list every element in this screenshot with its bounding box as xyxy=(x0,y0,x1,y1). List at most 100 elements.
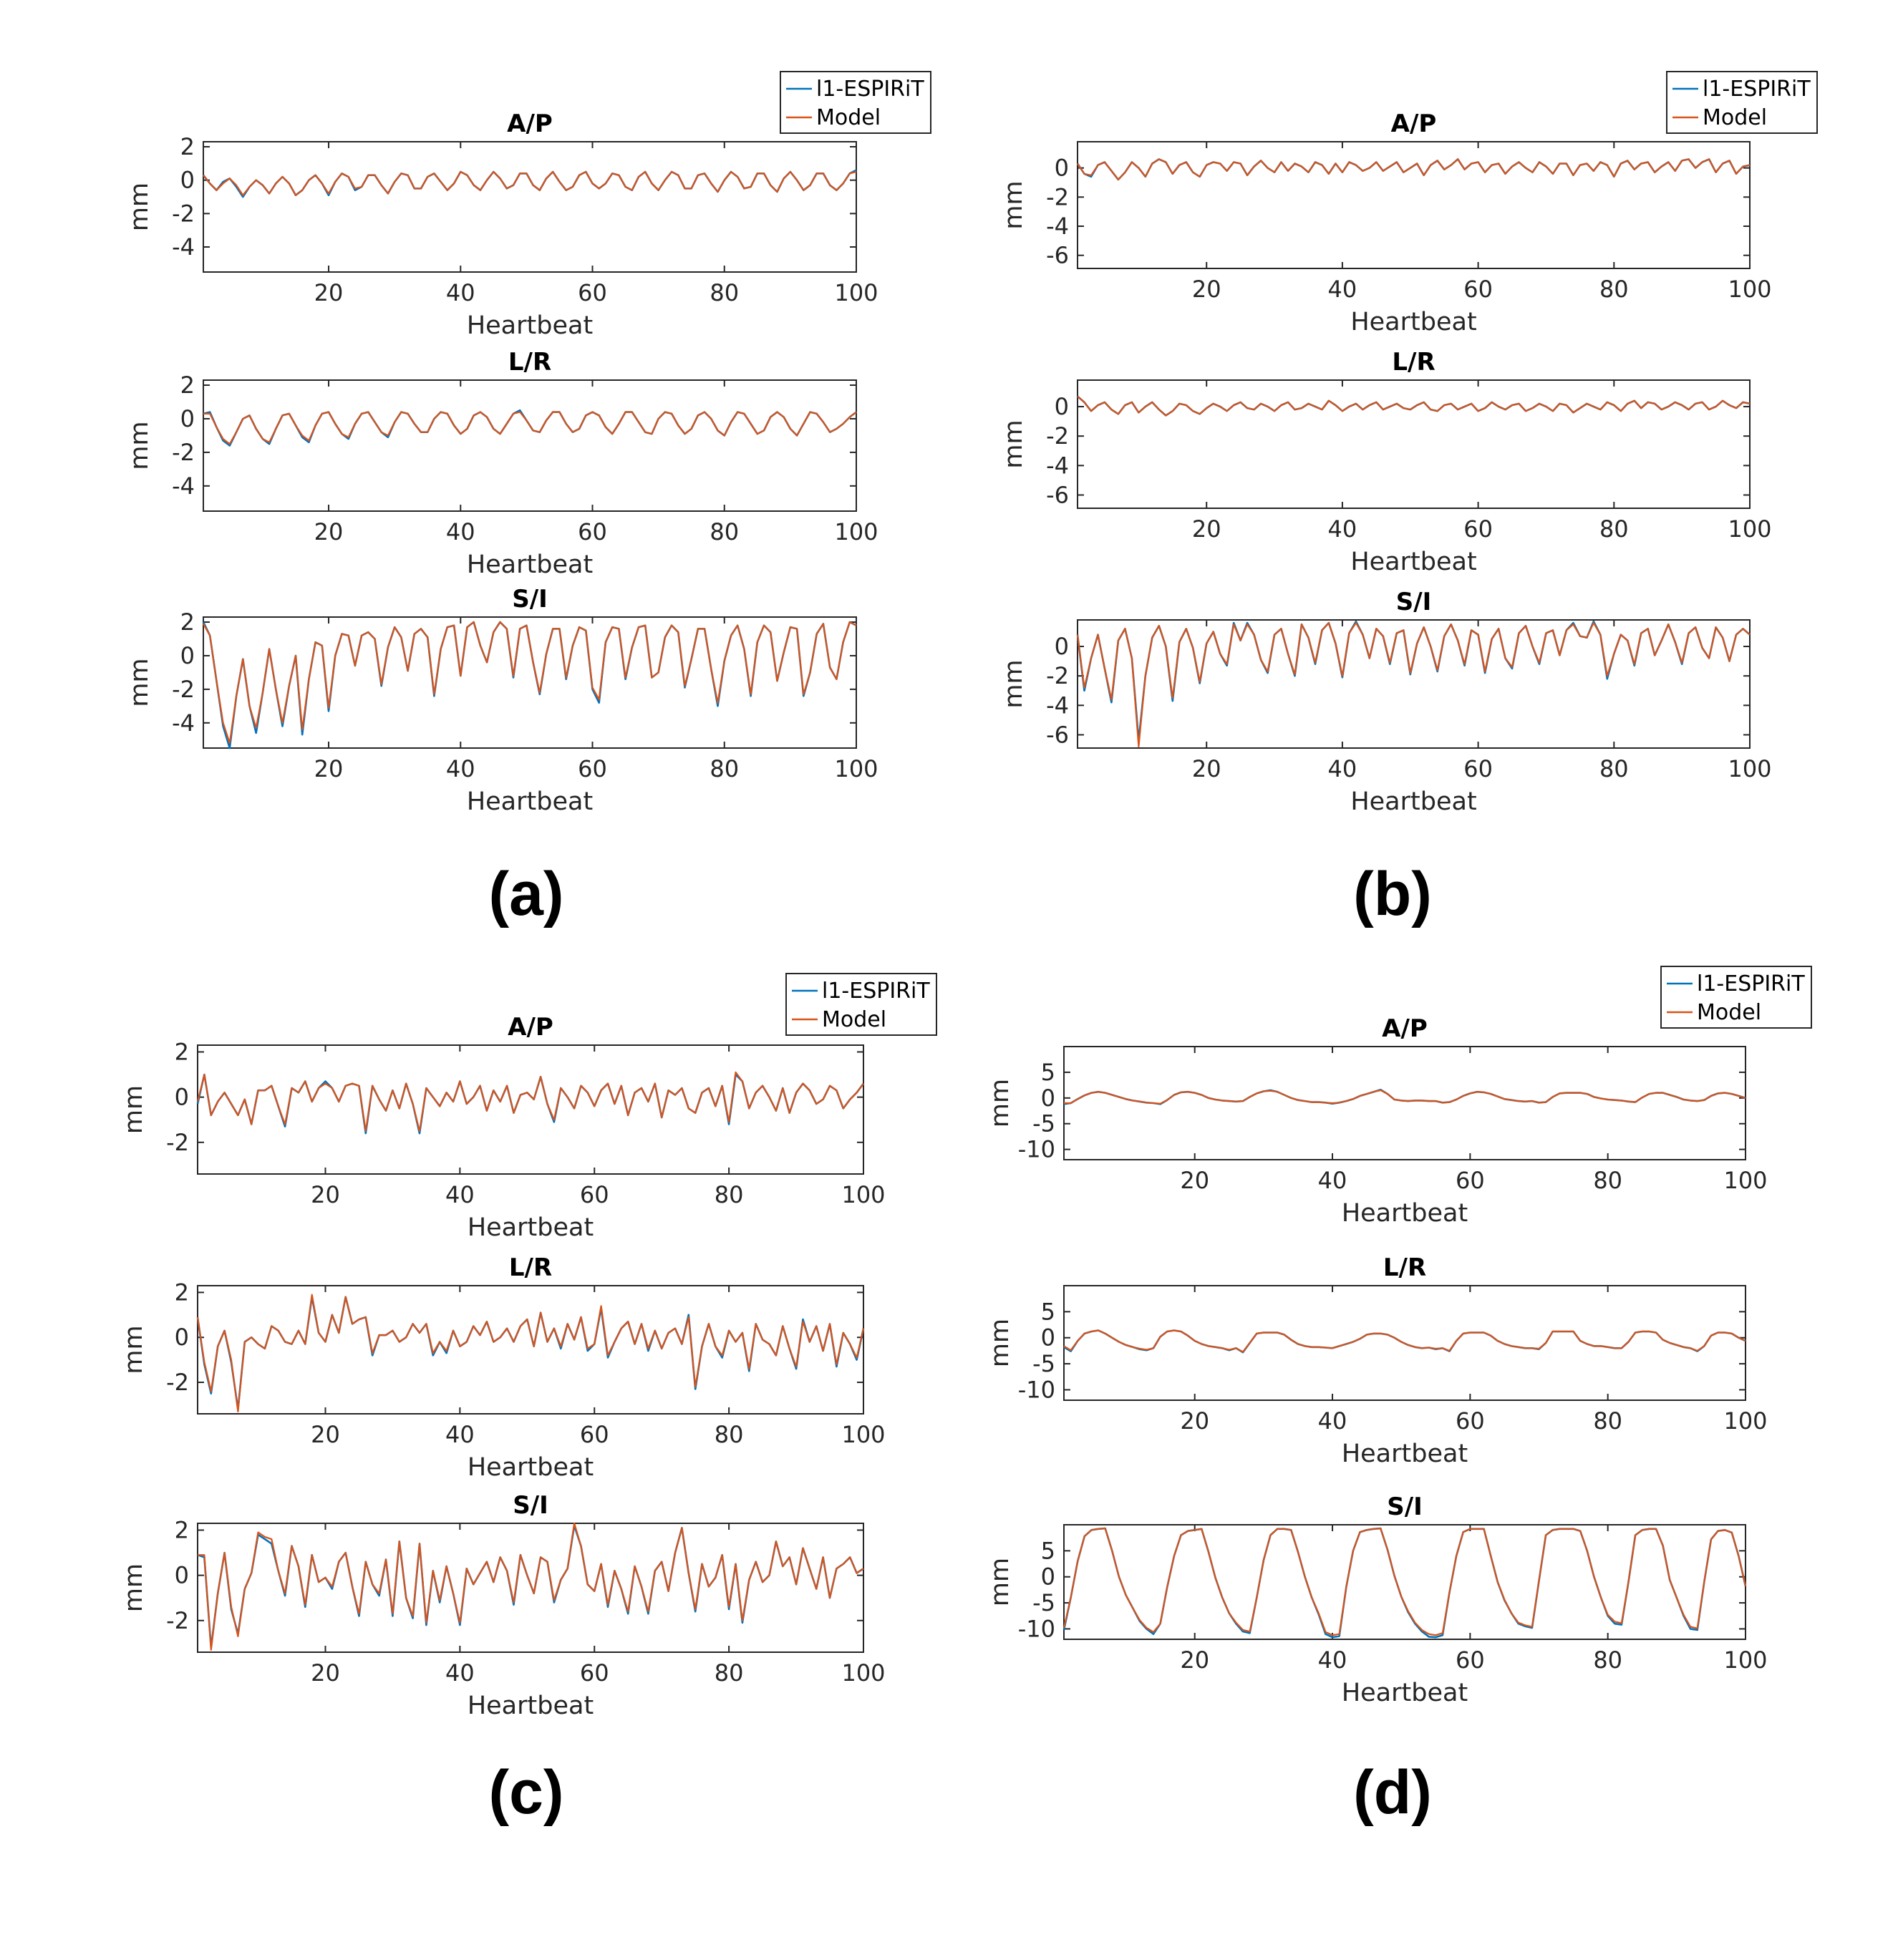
y-tick-label: -6 xyxy=(1046,481,1069,508)
model-series-line xyxy=(1077,158,1751,180)
x-tick-label: 60 xyxy=(578,755,607,782)
y-tick-label: 0 xyxy=(1041,1085,1055,1112)
x-tick-label: 40 xyxy=(445,1181,475,1208)
x-tick-label: 100 xyxy=(1723,1407,1767,1435)
x-tick-label: 20 xyxy=(1192,755,1221,782)
x-tick-label: 20 xyxy=(1192,276,1221,303)
x-tick-label: 80 xyxy=(1593,1646,1622,1674)
legend: l1-ESPIRiT Model xyxy=(1660,966,1812,1029)
y-tick-label: -4 xyxy=(172,233,195,261)
x-tick-label: 60 xyxy=(580,1659,609,1687)
legend: l1-ESPIRiT Model xyxy=(785,973,937,1036)
x-tick-label: 20 xyxy=(314,755,344,782)
y-tick-label: 0 xyxy=(1055,393,1069,420)
x-tick-label: 40 xyxy=(446,518,475,545)
x-tick-label: 80 xyxy=(1599,755,1629,782)
y-tick-label: 0 xyxy=(180,405,195,432)
y-tick-label: -2 xyxy=(166,1607,189,1634)
y-tick-label: -4 xyxy=(1046,213,1069,240)
subplot-title: A/P xyxy=(508,1013,553,1042)
x-tick-label: 60 xyxy=(580,1421,609,1448)
plot-area xyxy=(1063,1046,1746,1160)
subplot: 50-5-10 20 40 60 80 100 S/I Heartbeat mm xyxy=(986,1493,1768,1707)
y-tick-label: -2 xyxy=(1046,662,1069,689)
x-tick-label: 80 xyxy=(1599,276,1629,303)
y-tick-label: 0 xyxy=(1041,1324,1055,1352)
y-tick-label: -4 xyxy=(172,472,195,500)
y-tick-label: 2 xyxy=(180,133,195,160)
panel-labels-layer: (a) (b) (c) (d) xyxy=(488,860,1431,1827)
x-tick-label: 100 xyxy=(834,755,878,782)
x-tick-label: 60 xyxy=(1463,755,1493,782)
legends-layer: l1-ESPIRiTModell1-ESPIRiTModell1-ESPIRiT… xyxy=(780,71,1818,1036)
plot-area xyxy=(1077,379,1751,509)
plot-area xyxy=(197,1285,864,1415)
model-series-line xyxy=(198,1522,864,1651)
y-tick-label: -2 xyxy=(172,200,195,227)
y-tick-label: -6 xyxy=(1046,721,1069,748)
x-tick-label: 80 xyxy=(715,1181,744,1208)
y-tick-label: 2 xyxy=(180,608,195,636)
y-axis-label: mm xyxy=(125,183,154,231)
legend-item-model-label: Model xyxy=(1703,105,1767,130)
model-series-line xyxy=(196,1071,864,1132)
legend-box xyxy=(1666,71,1818,134)
y-axis-label: mm xyxy=(120,1085,148,1134)
subplot-title: A/P xyxy=(1382,1014,1428,1043)
x-tick-label: 40 xyxy=(1328,755,1357,782)
subplot-title: S/I xyxy=(1396,588,1432,616)
y-axis-label: mm xyxy=(125,421,154,470)
x-tick-label: 100 xyxy=(841,1421,885,1448)
y-tick-label: 2 xyxy=(175,1038,189,1065)
x-tick-label: 80 xyxy=(715,1421,744,1448)
subplot: 0-2-4-6 20 40 60 80 100 L/R Heartbeat mm xyxy=(999,348,1772,576)
x-tick-label: 40 xyxy=(445,1421,475,1448)
x-tick-label: 20 xyxy=(311,1659,340,1687)
legend: l1-ESPIRiT Model xyxy=(780,71,931,134)
x-tick-label: 100 xyxy=(841,1181,885,1208)
plot-area xyxy=(1077,141,1751,269)
subplot-title: S/I xyxy=(513,1491,548,1520)
legend-item-model-label: Model xyxy=(1697,1000,1761,1025)
y-axis-label: mm xyxy=(120,1563,148,1612)
subplot: 0-2 -4-6 20 40 60 80 100 S/I Heartbeat mm xyxy=(999,588,1772,816)
x-axis-label: Heartbeat xyxy=(1350,787,1476,816)
x-tick-label: 20 xyxy=(311,1421,340,1448)
subplot-title: L/R xyxy=(508,348,551,377)
y-tick-label: -6 xyxy=(1046,242,1069,269)
y-tick-label: -2 xyxy=(166,1129,189,1156)
y-tick-label: -10 xyxy=(1018,1136,1055,1163)
x-axis-label: Heartbeat xyxy=(467,550,593,579)
legend-box xyxy=(780,71,931,134)
y-tick-label: 5 xyxy=(1041,1537,1055,1564)
x-axis-label: Heartbeat xyxy=(1350,308,1476,336)
x-tick-label: 40 xyxy=(1328,515,1357,543)
y-tick-label: -4 xyxy=(1046,452,1069,479)
x-tick-label: 100 xyxy=(1728,755,1771,782)
y-axis-label: mm xyxy=(125,658,154,707)
x-axis-label: Heartbeat xyxy=(1342,1199,1468,1228)
y-tick-label: 5 xyxy=(1041,1059,1055,1086)
x-tick-label: 40 xyxy=(1318,1646,1347,1674)
x-tick-label: 100 xyxy=(834,518,878,545)
y-tick-label: 0 xyxy=(180,642,195,669)
x-tick-label: 80 xyxy=(710,518,739,545)
model-series-line xyxy=(203,411,857,445)
x-axis-label: Heartbeat xyxy=(468,1213,594,1242)
y-tick-label: 2 xyxy=(175,1516,189,1543)
plot-area xyxy=(1077,619,1751,749)
y-tick-label: -2 xyxy=(1046,422,1069,450)
legend-item-espirit-label: l1-ESPIRiT xyxy=(1697,971,1805,996)
y-axis-label: mm xyxy=(986,1558,1015,1606)
x-tick-label: 60 xyxy=(1456,1646,1485,1674)
subplot-title: L/R xyxy=(1392,348,1435,377)
x-tick-label: 80 xyxy=(710,755,739,782)
model-series-line xyxy=(1062,1528,1747,1636)
legend-box xyxy=(1660,966,1812,1029)
x-tick-label: 40 xyxy=(1328,276,1357,303)
y-tick-label: -5 xyxy=(1032,1589,1055,1616)
